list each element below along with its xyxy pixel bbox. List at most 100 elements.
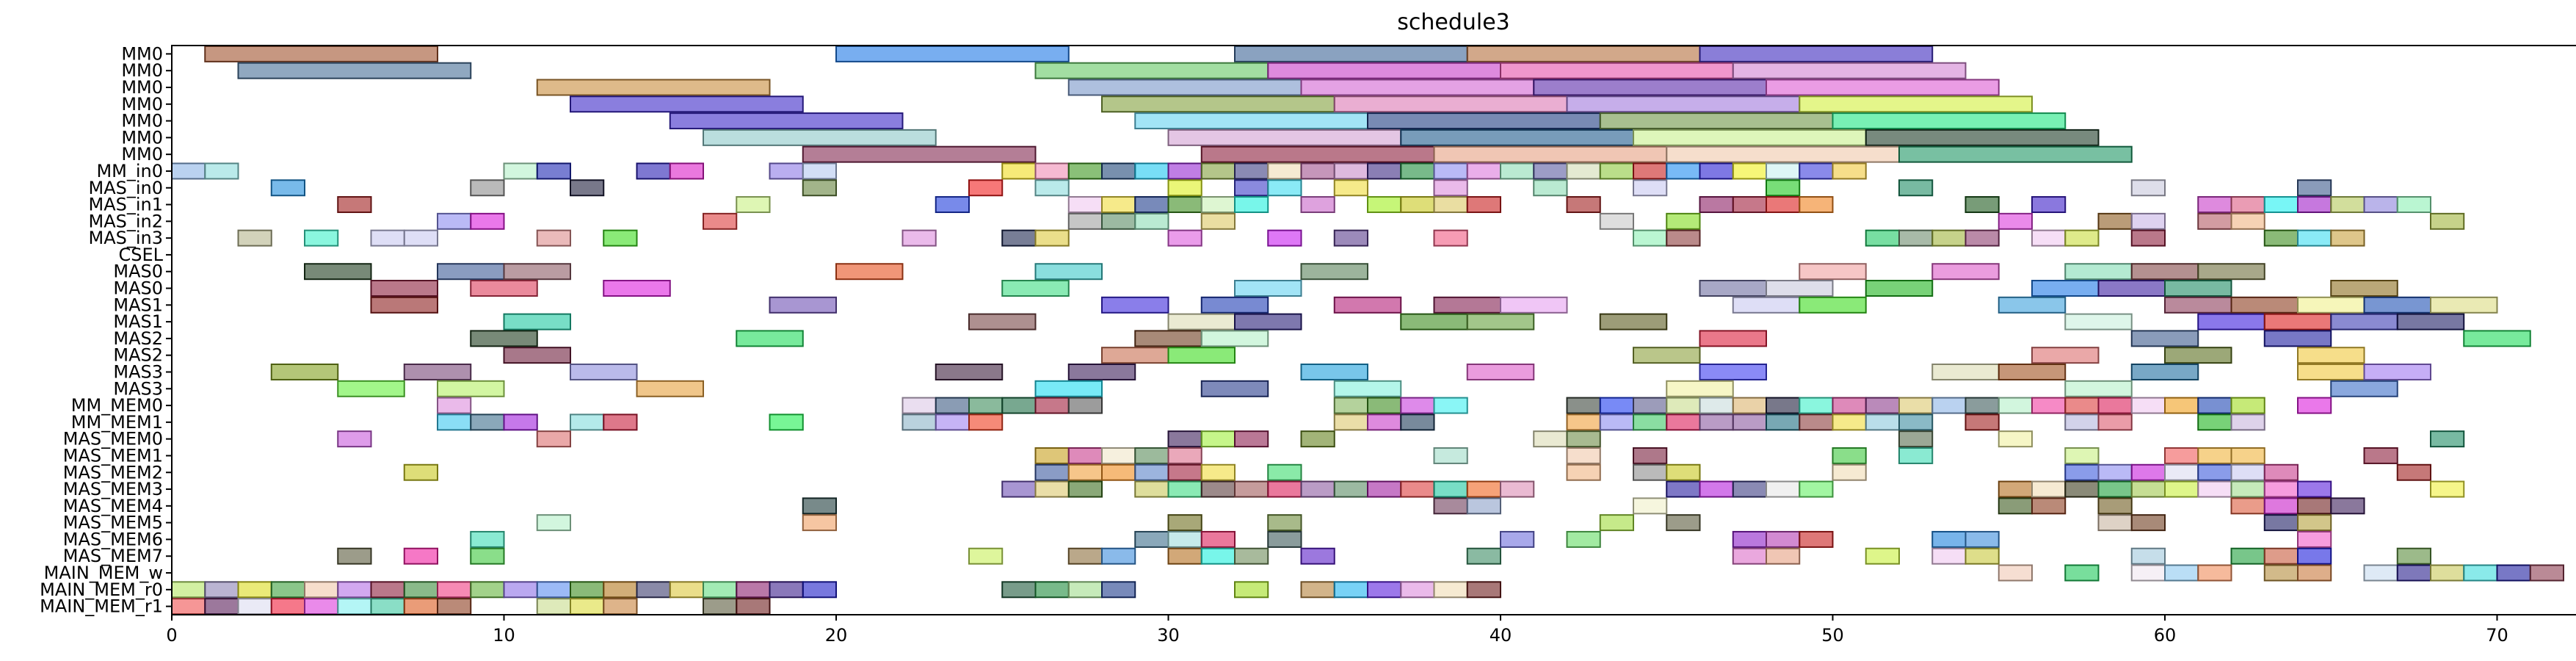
task-bar	[1134, 463, 1169, 481]
task-bar	[1433, 397, 1468, 414]
task-bar	[1300, 480, 1335, 498]
task-bar	[1766, 280, 1834, 297]
task-bar	[2130, 330, 2199, 347]
x-tick-label: 70	[2486, 625, 2508, 646]
task-bar	[503, 413, 538, 431]
task-bar	[403, 547, 438, 565]
task-bar	[1699, 480, 1734, 498]
task-bar	[204, 598, 239, 615]
task-bar	[1865, 413, 1900, 431]
task-bar	[1333, 380, 1402, 397]
task-bar	[1167, 229, 1202, 247]
task-bar	[1633, 229, 1668, 247]
task-bar	[1367, 162, 1402, 180]
task-bar	[1732, 530, 1767, 548]
task-bar	[2164, 447, 2199, 464]
task-bar	[1300, 364, 1368, 380]
task-bar	[2297, 347, 2365, 364]
task-bar	[1433, 145, 1668, 163]
task-bar	[237, 581, 272, 599]
task-bar	[337, 598, 372, 615]
task-bar	[1134, 162, 1169, 180]
task-bar	[2164, 397, 2199, 414]
y-tick-label: MAS_in3	[88, 228, 163, 248]
task-bar	[237, 62, 472, 79]
task-bar	[2130, 564, 2166, 582]
task-bar	[1699, 196, 1734, 214]
task-bar	[1500, 530, 1535, 548]
task-bar	[536, 162, 571, 180]
task-bar	[470, 413, 505, 431]
task-bar	[470, 280, 538, 297]
task-bar	[1732, 397, 1767, 414]
task-bar	[1799, 296, 1867, 314]
task-bar	[403, 463, 438, 481]
task-bar	[1400, 129, 1634, 146]
task-bar	[2396, 463, 2431, 481]
task-bar	[1766, 480, 1801, 498]
task-bar	[1931, 547, 1967, 565]
task-bar	[1931, 263, 2000, 281]
task-bar	[1034, 162, 1070, 180]
task-bar	[1500, 480, 1535, 498]
task-bar	[1699, 162, 1734, 180]
task-bar	[1533, 79, 1767, 96]
y-tick-label: MM0	[121, 111, 163, 131]
task-bar	[1001, 229, 1037, 247]
task-bar	[1964, 397, 2000, 414]
task-bar	[437, 397, 472, 414]
task-bar	[1466, 480, 1501, 498]
task-bar	[935, 196, 970, 214]
task-bar	[2197, 413, 2232, 431]
task-bar	[603, 229, 638, 247]
y-tick-label: MAS_MEM6	[63, 529, 163, 549]
task-bar	[536, 581, 571, 599]
task-bar	[2197, 564, 2232, 582]
task-bar	[1234, 162, 1269, 180]
task-bar	[171, 598, 206, 615]
task-bar	[1732, 547, 1767, 565]
task-bar	[337, 380, 405, 397]
task-bar	[1732, 62, 1967, 79]
y-tick-label: MM0	[121, 60, 163, 81]
task-bar	[2430, 212, 2465, 230]
task-bar	[1433, 581, 1468, 599]
task-bar	[2064, 380, 2133, 397]
task-bar	[437, 263, 505, 281]
task-bar	[204, 162, 239, 180]
y-tick-label: MM0	[121, 94, 163, 115]
task-bar	[1599, 112, 1834, 130]
task-bar	[2031, 480, 2067, 498]
task-bar	[2297, 480, 2332, 498]
task-bar	[1167, 530, 1202, 548]
task-bar	[1167, 547, 1202, 565]
y-tick-label: MAIN_MEM_w	[44, 563, 163, 583]
task-bar	[901, 397, 937, 414]
task-bar	[2297, 514, 2332, 532]
task-bar	[1599, 212, 1634, 230]
y-tick-label: MAS0	[113, 278, 163, 299]
task-bar	[2297, 497, 2332, 515]
task-bar	[1666, 162, 1701, 180]
task-bar	[1466, 547, 1501, 565]
task-bar	[2230, 547, 2265, 565]
task-bar	[1599, 413, 1634, 431]
task-bar	[2064, 229, 2100, 247]
task-bar	[603, 581, 638, 599]
task-bar	[1067, 212, 1103, 230]
task-bar	[503, 347, 571, 364]
task-bar	[1466, 196, 1501, 214]
task-bar	[503, 581, 538, 599]
task-bar	[1666, 229, 1701, 247]
task-bar	[1433, 296, 1501, 314]
task-bar	[1433, 196, 1468, 214]
task-bar	[2363, 364, 2431, 380]
task-bar	[2197, 447, 2232, 464]
x-tick-label: 0	[166, 625, 177, 646]
task-bar	[1234, 581, 1269, 599]
task-bar	[470, 581, 505, 599]
task-bar	[337, 430, 372, 448]
task-bar	[536, 598, 571, 615]
task-bar	[1699, 330, 1767, 347]
task-bar	[1533, 179, 1568, 197]
